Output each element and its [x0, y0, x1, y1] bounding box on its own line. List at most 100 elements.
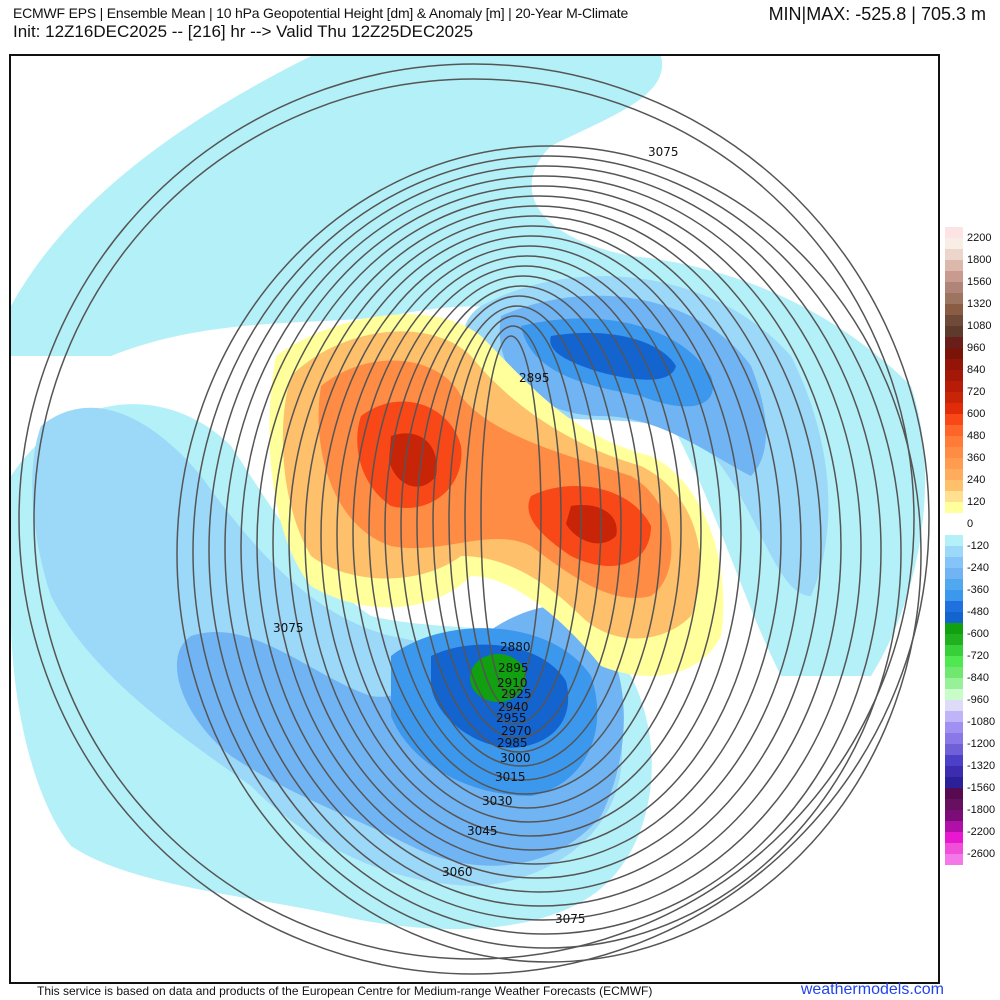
attribution-text: This service is based on data and produc… [37, 984, 653, 998]
colorbar-swatch [945, 777, 963, 788]
geopotential-contour [480, 335, 542, 697]
brand-link[interactable]: weathermodels.com [800, 981, 944, 998]
colorbar-swatch [945, 535, 963, 546]
geopotential-contour [18, 63, 930, 975]
colorbar-swatch [945, 788, 963, 799]
contour-label: 2895 [519, 371, 550, 385]
colorbar-label: -1320 [967, 760, 996, 772]
colorbar-label: 840 [967, 364, 986, 376]
colorbar-swatch [945, 821, 963, 832]
colorbar-swatch [945, 425, 963, 436]
colorbar-swatch [945, 667, 963, 678]
geopotential-contour [240, 185, 842, 907]
contour-label: 2970 [501, 724, 532, 738]
colorbar-label: 480 [967, 430, 986, 442]
contour-label: 3075 [273, 621, 304, 635]
geopotential-contour [208, 165, 882, 935]
contour-label: 2940 [498, 700, 529, 714]
colorbar-swatch [945, 260, 963, 271]
contour-label: 2955 [496, 711, 527, 725]
colorbar-swatch [945, 359, 963, 370]
contour-label: 3075 [555, 912, 586, 926]
contour-label: 3030 [482, 794, 513, 808]
colorbar-label: 1800 [967, 254, 992, 266]
colorbar-swatch [945, 744, 963, 755]
geopotential-contour [33, 78, 915, 960]
colorbar-swatch [945, 766, 963, 777]
colorbar-label: 600 [967, 408, 986, 420]
colorbar-swatch [945, 623, 963, 634]
colorbar-label: -1560 [967, 782, 996, 794]
colorbar-swatch [945, 689, 963, 700]
contour-labels: 3075 2895 3075 2880 2895 2910 2925 2940 … [273, 145, 679, 926]
contour-label: 3045 [467, 824, 498, 838]
geopotential-contour [224, 175, 862, 921]
colorbar-swatch [945, 249, 963, 260]
colorbar-label: 360 [967, 452, 986, 464]
colorbar-swatch [945, 436, 963, 447]
contour-label: 2985 [497, 736, 528, 750]
colorbar-swatch [945, 590, 963, 601]
contour-label: 2895 [498, 661, 529, 675]
colorbar-label: -2200 [967, 826, 996, 838]
colorbar-label: -960 [967, 694, 990, 706]
colorbar-swatch [945, 854, 963, 865]
contour-label: 3015 [495, 770, 526, 784]
colorbar-label: 1080 [967, 320, 992, 332]
colorbar-swatch [945, 480, 963, 491]
geopotential-contour [400, 285, 642, 767]
colorbar-swatch [945, 282, 963, 293]
colorbar-swatch [945, 579, 963, 590]
colorbar-swatch [945, 469, 963, 480]
colorbar-swatch [945, 271, 963, 282]
colorbar-swatch [945, 645, 963, 656]
colorbar-swatch [945, 656, 963, 667]
colorbar-swatch [945, 612, 963, 623]
colorbar-swatch [945, 843, 963, 854]
map-subtitle: Init: 12Z16DEC2025 -- [216] hr --> Valid… [13, 22, 474, 41]
geopotential-contour [192, 155, 902, 949]
colorbar-label: 240 [967, 474, 986, 486]
colorbar-label: 1320 [967, 298, 992, 310]
colorbar-label: 0 [967, 518, 974, 530]
map-canvas: 3075 2895 3075 2880 2895 2910 2925 2940 … [11, 56, 930, 975]
contour-label: 2910 [497, 676, 528, 690]
anomaly-region-cyan-north [11, 56, 926, 676]
colorbar-label: -1200 [967, 738, 996, 750]
colorbar-swatch [945, 414, 963, 425]
geopotential-contour [384, 275, 662, 781]
colorbar-label: -360 [967, 584, 990, 596]
contour-label: 3060 [442, 865, 473, 879]
colorbar-label: -600 [967, 628, 990, 640]
colorbar-label: -120 [967, 540, 990, 552]
colorbar-label: 2200 [967, 232, 992, 244]
colorbar-swatch [945, 381, 963, 392]
colorbar-label: -480 [967, 606, 990, 618]
colorbar-swatch [945, 304, 963, 315]
colorbar-label: 120 [967, 496, 986, 508]
colorbar-swatch [945, 502, 963, 513]
colorbar-label: -720 [967, 650, 990, 662]
colorbar-swatch [945, 711, 963, 722]
colorbar-swatch [945, 722, 963, 733]
geopotential-contour [256, 195, 822, 893]
geopotential-contour [288, 215, 782, 865]
colorbar-swatch [945, 755, 963, 766]
colorbar-swatch [945, 238, 963, 249]
colorbar-swatch [945, 403, 963, 414]
geopotential-contour [176, 145, 922, 963]
colorbar-label: -1080 [967, 716, 996, 728]
geopotential-contour [448, 315, 582, 725]
colorbar-label: -1800 [967, 804, 996, 816]
geopotential-contours [18, 63, 930, 975]
geopotential-contour [304, 225, 762, 851]
colorbar-swatch [945, 678, 963, 689]
geopotential-contour [432, 305, 602, 739]
min-max-readout: MIN|MAX: -525.8 | 705.3 m [768, 4, 986, 24]
geopotential-contour [352, 255, 702, 809]
colorbar-swatch [945, 568, 963, 579]
colorbar-label: 1560 [967, 276, 992, 288]
colorbar-label: 720 [967, 386, 986, 398]
geopotential-contour [272, 205, 802, 879]
geopotential-contour [368, 265, 682, 795]
